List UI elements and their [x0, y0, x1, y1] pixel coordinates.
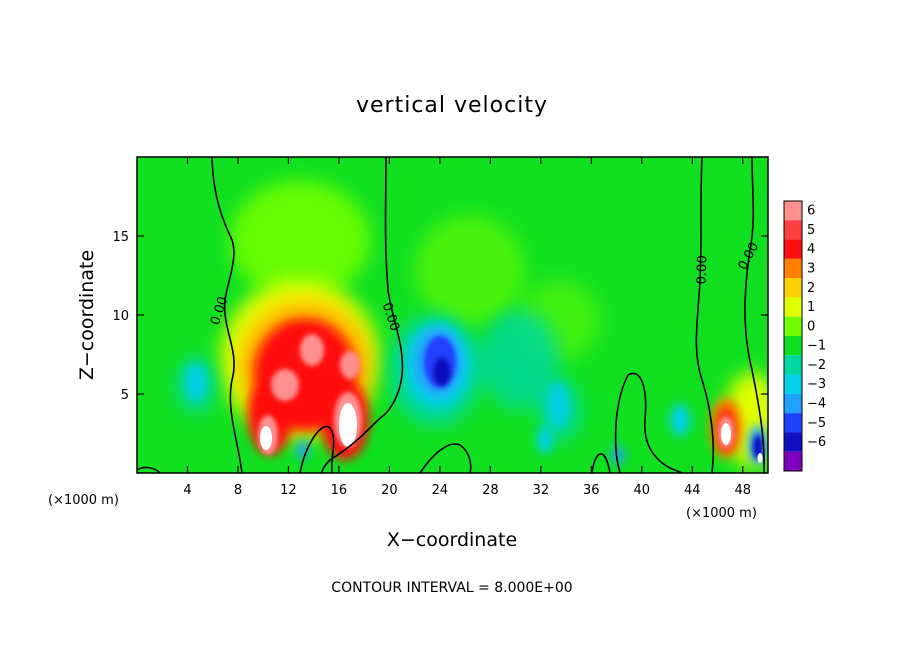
- colorbar-swatch: [784, 239, 802, 259]
- x-axis: 4 8 12 16 20 24 28 32 36 40 44 48: [183, 157, 751, 498]
- x-tick-label: 36: [583, 483, 600, 498]
- colorbar-label: 3: [807, 262, 815, 277]
- x-tick-label: 4: [183, 483, 191, 498]
- x-tick-label: 20: [381, 483, 398, 498]
- x-unit-right: (×1000 m): [686, 506, 757, 521]
- x-tick-label: 24: [432, 483, 449, 498]
- x-axis-label: X−coordinate: [387, 529, 517, 551]
- x-tick-label: 16: [331, 483, 348, 498]
- colorbar-swatch: [784, 374, 802, 394]
- colorbar-swatch: [784, 201, 802, 221]
- zero-contours: [137, 157, 765, 473]
- colorbar: 6 5 4 3 2 1 0 −1 −2 −3 −4 −5 −6: [783, 200, 826, 472]
- heatmap-field: [137, 157, 768, 473]
- chart-title: vertical velocity: [356, 93, 548, 118]
- x-tick-label: 12: [280, 483, 297, 498]
- colorbar-label: 6: [807, 204, 815, 219]
- y-axis: 5 10 15: [112, 230, 768, 403]
- colorbar-swatch: [784, 355, 802, 375]
- y-tick-label: 10: [112, 309, 129, 324]
- x-tick-label: 40: [634, 483, 651, 498]
- colorbar-swatch: [784, 393, 802, 414]
- x-tick-label: 48: [734, 483, 751, 498]
- colorbar-swatch: [784, 316, 802, 336]
- colorbar-label: −4: [807, 397, 826, 412]
- colorbar-swatch: [784, 451, 802, 471]
- contour-interval-note: CONTOUR INTERVAL = 8.000E+00: [331, 580, 572, 596]
- colorbar-swatch: [784, 432, 802, 452]
- colorbar-label: −3: [807, 377, 826, 392]
- colorbar-label: 5: [807, 223, 815, 238]
- colorbar-frame: [783, 200, 803, 472]
- x-tick-label: 32: [533, 483, 550, 498]
- colorbar-swatch: [784, 297, 802, 317]
- colorbar-label: 2: [807, 281, 815, 296]
- x-tick-label: 8: [234, 483, 242, 498]
- colorbar-swatch: [784, 258, 802, 279]
- colorbar-label: −6: [807, 435, 826, 450]
- y-axis-label: Z−coordinate: [76, 250, 98, 380]
- colorbar-swatch: [784, 278, 802, 298]
- y-tick-label: 5: [121, 388, 129, 403]
- colorbar-swatch: [784, 220, 802, 240]
- colorbar-label: −2: [807, 358, 826, 373]
- colorbar-swatch: [784, 413, 802, 433]
- x-tick-label: 44: [684, 483, 701, 498]
- colorbar-swatch: [784, 336, 802, 356]
- colorbar-label: 0: [807, 319, 815, 334]
- x-tick-label: 28: [482, 483, 499, 498]
- contour-label: 0.00: [695, 255, 711, 284]
- colorbar-label: 4: [807, 242, 815, 257]
- x-unit-left: (×1000 m): [48, 493, 119, 508]
- colorbar-label: −1: [807, 339, 826, 354]
- y-tick-label: 15: [112, 230, 129, 245]
- colorbar-label: 1: [807, 300, 815, 315]
- colorbar-label: −5: [807, 416, 826, 431]
